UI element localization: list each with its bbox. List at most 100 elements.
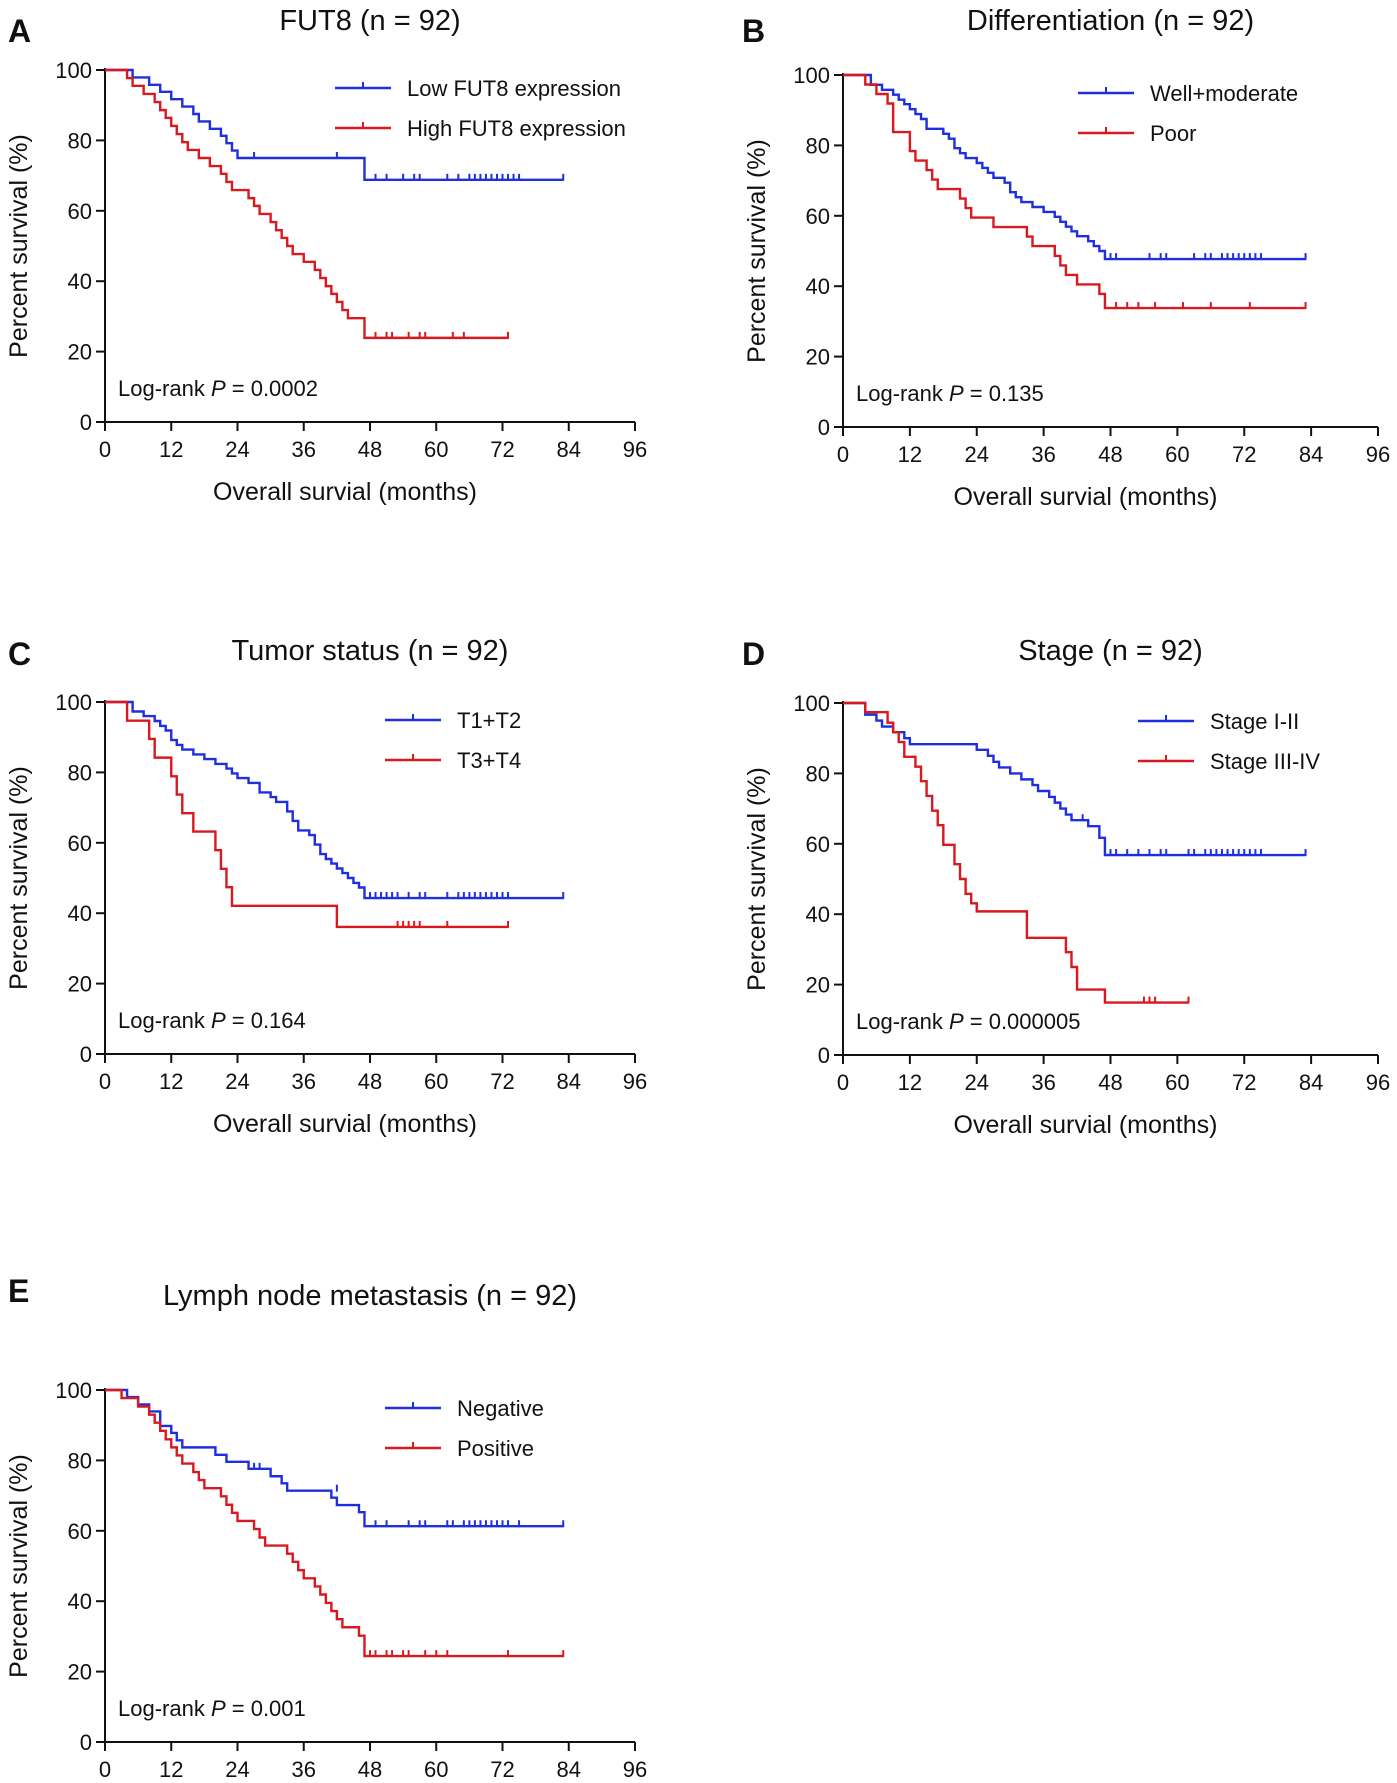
survival-curve-2 [105, 1388, 564, 1658]
x-tick-label: 96 [623, 1069, 647, 1094]
x-tick-label: 48 [1098, 1070, 1122, 1095]
y-tick-label: 0 [80, 410, 92, 435]
survival-curve-2 [105, 700, 509, 929]
legend-label: T1+T2 [457, 708, 521, 733]
y-tick-label: 0 [80, 1730, 92, 1755]
x-tick-label: 36 [292, 1757, 316, 1782]
chart-panel-d: D Stage (n = 92) 0 20 40 60 80 100 0 12 24 36 48 60 72… [742, 635, 1390, 1139]
x-axis-label: Overall survial (months) [954, 1111, 1218, 1139]
x-tick-label: 12 [159, 437, 183, 462]
chart-panel-b: B Differentiation (n = 92) 0 20 40 60 80 100 0 12… [742, 5, 1390, 511]
x-tick-label: 60 [424, 437, 448, 462]
survival-curve-2 [105, 68, 509, 340]
x-tick-label: 24 [225, 437, 249, 462]
x-tick-label: 12 [159, 1757, 183, 1782]
y-tick-label: 100 [55, 1378, 92, 1403]
y-tick-label: 0 [818, 415, 830, 440]
x-tick-label: 48 [358, 1069, 382, 1094]
pvalue-annotation: Log-rank P = 0.000005 [856, 1009, 1080, 1034]
x-tick-label: 72 [490, 1757, 514, 1782]
chart-title: Stage (n = 92) [1018, 635, 1203, 667]
y-axis-label: Percent survival (%) [5, 134, 33, 358]
y-tick-label: 40 [68, 1589, 92, 1614]
y-tick-label: 40 [68, 901, 92, 926]
x-tick-label: 72 [1232, 1070, 1256, 1095]
pvalue-annotation: Log-rank P = 0.001 [118, 1696, 306, 1721]
x-tick-label: 36 [1031, 442, 1055, 467]
y-tick-label: 40 [806, 902, 830, 927]
survival-curve-2 [843, 701, 1189, 1004]
chart-panel-a: A FUT8 (n = 92) 0 20 40 60 80 100 0 12 24 36 48 60 72 8… [5, 5, 647, 506]
x-tick-label: 0 [99, 1069, 111, 1094]
x-tick-label: 48 [1098, 442, 1122, 467]
chart-title: Differentiation (n = 92) [967, 5, 1254, 37]
y-tick-label: 60 [68, 1519, 92, 1544]
legend-label: Negative [457, 1396, 544, 1421]
y-tick-label: 80 [68, 128, 92, 153]
y-tick-label: 20 [806, 973, 830, 998]
chart-title: FUT8 (n = 92) [279, 5, 460, 37]
legend-label: T3+T4 [457, 748, 521, 773]
panel-letter: A [8, 13, 31, 49]
legend-label: High FUT8 expression [407, 116, 626, 141]
x-tick-label: 36 [292, 1069, 316, 1094]
pvalue-annotation: Log-rank P = 0.164 [118, 1008, 306, 1033]
legend-label: Low FUT8 expression [407, 76, 621, 101]
y-tick-label: 100 [793, 691, 830, 716]
x-axis-label: Overall survial (months) [213, 478, 477, 506]
y-tick-label: 20 [68, 340, 92, 365]
chart-title: Tumor status (n = 92) [232, 635, 509, 667]
y-tick-label: 100 [55, 58, 92, 83]
x-axis-label: Overall survial (months) [954, 483, 1218, 511]
y-tick-label: 80 [68, 760, 92, 785]
y-tick-label: 0 [818, 1043, 830, 1068]
x-tick-label: 36 [1031, 1070, 1055, 1095]
y-tick-label: 20 [68, 1660, 92, 1685]
x-tick-label: 60 [424, 1069, 448, 1094]
legend-label: Positive [457, 1436, 534, 1461]
x-tick-label: 0 [99, 1757, 111, 1782]
y-tick-label: 100 [55, 690, 92, 715]
x-tick-label: 36 [292, 437, 316, 462]
panel-letter: E [8, 1273, 29, 1309]
y-tick-label: 40 [806, 274, 830, 299]
survival-curve-1 [105, 68, 564, 182]
legend-label: Stage III-IV [1210, 749, 1320, 774]
x-tick-label: 24 [965, 1070, 989, 1095]
x-tick-label: 84 [1299, 442, 1323, 467]
x-tick-label: 12 [898, 442, 922, 467]
x-tick-label: 48 [358, 437, 382, 462]
y-tick-label: 40 [68, 269, 92, 294]
chart-panel-e: E Lymph node metastasis (n = 92) 0 20 40 60 80… [5, 1273, 647, 1782]
x-tick-label: 96 [1366, 1070, 1390, 1095]
x-tick-label: 0 [837, 442, 849, 467]
x-tick-label: 60 [1165, 442, 1189, 467]
pvalue-annotation: Log-rank P = 0.135 [856, 381, 1044, 406]
y-axis-label: Percent survival (%) [5, 1454, 33, 1678]
x-tick-label: 12 [159, 1069, 183, 1094]
y-tick-label: 80 [806, 761, 830, 786]
pvalue-annotation: Log-rank P = 0.0002 [118, 376, 318, 401]
x-tick-label: 0 [837, 1070, 849, 1095]
y-axis-label: Percent survival (%) [743, 767, 771, 991]
x-axis-label: Overall survial (months) [213, 1110, 477, 1138]
y-tick-label: 20 [68, 972, 92, 997]
y-tick-label: 60 [806, 204, 830, 229]
legend-label: Poor [1150, 121, 1196, 146]
x-tick-label: 84 [557, 1757, 581, 1782]
y-tick-label: 80 [806, 133, 830, 158]
panel-letter: D [742, 636, 765, 672]
y-axis-label: Percent survival (%) [5, 766, 33, 990]
y-tick-label: 20 [806, 345, 830, 370]
x-tick-label: 84 [557, 1069, 581, 1094]
x-tick-label: 60 [1165, 1070, 1189, 1095]
x-tick-label: 24 [225, 1757, 249, 1782]
chart-panel-c: C Tumor status (n = 92) 0 20 40 60 80 100 0 12 24 3… [5, 635, 647, 1138]
x-tick-label: 72 [490, 437, 514, 462]
x-tick-label: 24 [225, 1069, 249, 1094]
chart-title: Lymph node metastasis (n = 92) [163, 1280, 577, 1312]
y-tick-label: 100 [793, 63, 830, 88]
panel-letter: C [8, 636, 31, 672]
x-tick-label: 84 [1299, 1070, 1323, 1095]
